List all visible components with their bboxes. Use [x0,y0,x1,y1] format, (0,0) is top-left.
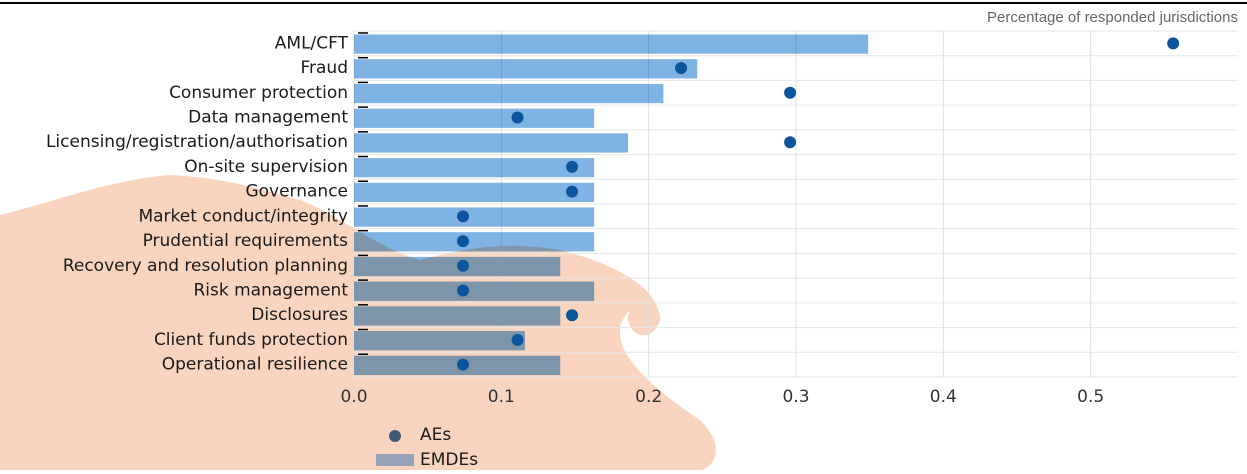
dot [566,185,579,198]
dot [511,333,524,346]
category-label: Risk management [193,281,348,301]
dot [457,259,470,272]
bar [354,133,629,153]
dot [457,235,470,248]
category-label: Fraud [300,58,348,78]
legend-label: EMDEs [420,450,478,470]
bar [354,331,525,351]
category-label: Licensing/registration/authorisation [46,132,348,152]
x-tick-label: 0.3 [782,387,809,407]
dot [457,358,470,371]
bar [354,34,869,54]
axis-title: Percentage of responded jurisdictions [987,9,1238,26]
dot [784,86,797,99]
category-label: On-site supervision [184,157,348,177]
category-label: AML/CFT [275,33,349,53]
legend-dot [389,430,401,442]
x-tick-label: 0.1 [488,387,515,407]
x-tick-label: 0.2 [635,387,662,407]
category-label: Governance [245,182,348,202]
bar [354,158,595,178]
dot [675,62,688,75]
bar [354,306,561,326]
bar [354,182,595,203]
category-label: Prudential requirements [143,231,349,251]
category-label: Client funds protection [154,330,348,350]
dot [1167,37,1180,50]
category-label: Consumer protection [169,83,348,103]
bar [354,281,595,301]
dot [457,284,470,297]
category-label: Operational resilience [162,355,348,375]
bar [354,83,664,104]
bar [354,59,698,79]
category-label: Data management [188,108,348,128]
x-tick-label: 0.0 [340,387,367,407]
x-tick-label: 0.5 [1077,387,1104,407]
category-label: Market conduct/integrity [138,206,348,226]
dot [566,160,579,173]
category-label: Disclosures [251,305,348,325]
bar [354,232,595,252]
legend-swatch [376,454,414,466]
dot [566,309,579,322]
legend-label: AEs [420,425,451,445]
x-tick-label: 0.4 [930,387,957,407]
category-label: Recovery and resolution planning [63,256,348,276]
dot [457,210,470,223]
dot [784,136,797,149]
bar [354,108,595,128]
bar [354,207,595,227]
dot [511,111,524,124]
